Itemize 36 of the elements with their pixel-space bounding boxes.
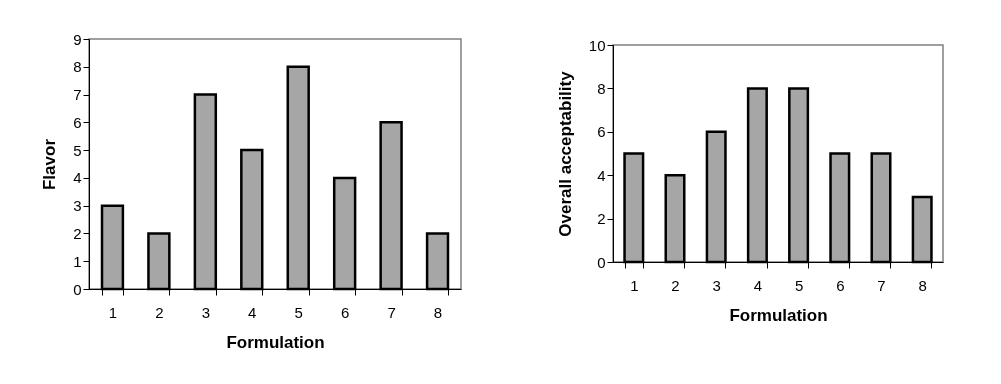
y-tick-label: 6 xyxy=(597,123,606,141)
y-tick-label: 0 xyxy=(597,253,606,271)
x-tick-label: 3 xyxy=(712,276,721,294)
x-tick-label: 8 xyxy=(433,303,443,321)
y-tick-label: 6 xyxy=(73,113,82,131)
y-tick-label: 10 xyxy=(588,36,606,54)
x-tick-label: 5 xyxy=(794,276,804,294)
x-tick-label: 6 xyxy=(340,303,350,321)
x-tick-label: 7 xyxy=(877,276,886,294)
x-tick-label: 8 xyxy=(918,276,927,294)
y-tick-label: 1 xyxy=(73,252,82,270)
y-tick-label: 8 xyxy=(597,79,606,97)
y-tick-label: 2 xyxy=(597,210,606,228)
x-tick-label: 2 xyxy=(155,303,164,321)
y-tick-label: 5 xyxy=(73,141,82,159)
x-tick-label: 7 xyxy=(387,303,396,321)
y-tick-label: 4 xyxy=(73,169,82,187)
x-tick-label: 4 xyxy=(248,303,257,321)
x-tick-label: 5 xyxy=(294,303,303,321)
y-tick-label: 8 xyxy=(73,58,82,76)
y-axis-title: Overall acceptability xyxy=(555,70,575,237)
y-tick-label: 2 xyxy=(73,224,82,242)
x-tick-label: 1 xyxy=(108,303,118,321)
y-tick-label: 4 xyxy=(597,166,606,184)
y-axis-title: Flavor xyxy=(40,138,60,191)
x-tick-label: 2 xyxy=(671,276,680,294)
y-tick-label: 9 xyxy=(73,30,82,48)
y-tick-label: 0 xyxy=(73,280,82,298)
y-tick-label: 7 xyxy=(73,86,82,104)
x-tick-label: 3 xyxy=(201,303,211,321)
x-tick-label: 4 xyxy=(753,276,763,294)
x-axis-title: Formulation xyxy=(226,332,325,352)
x-axis-title: Formulation xyxy=(729,305,828,325)
x-tick-label: 1 xyxy=(630,276,639,294)
x-tick-label: 6 xyxy=(836,276,845,294)
y-tick-label: 3 xyxy=(73,197,82,215)
